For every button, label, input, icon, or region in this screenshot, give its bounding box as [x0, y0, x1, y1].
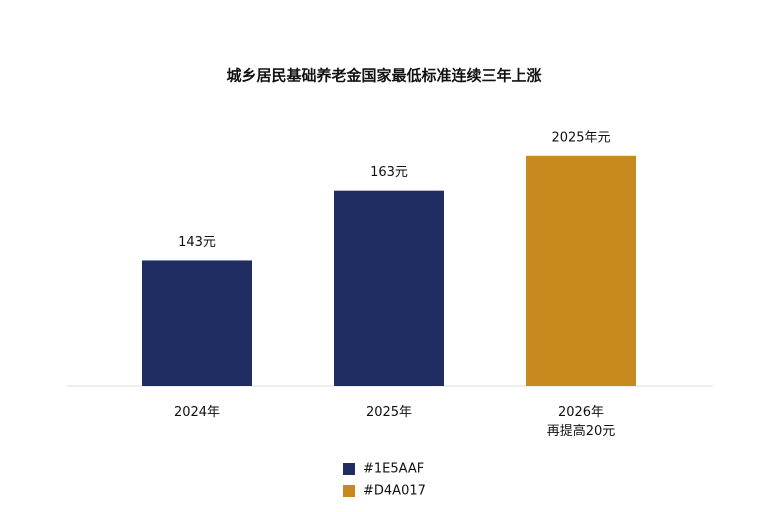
- legend-swatch: [343, 463, 355, 475]
- x-tick-line: 2024年: [174, 405, 220, 420]
- x-tick-line: 2026年: [558, 405, 604, 420]
- x-tick-line: 再提高20元: [547, 423, 616, 439]
- chart-title: 城乡居民基础养老金国家最低标准连续三年上涨: [226, 67, 541, 85]
- x-tick-label: 2026年再提高20元: [547, 405, 616, 439]
- x-tick-label: 2025年: [366, 405, 412, 420]
- data-label: 143元: [178, 235, 216, 250]
- legend-label: #1E5AAF: [363, 462, 424, 477]
- bar: [334, 190, 444, 386]
- bar: [142, 260, 252, 386]
- legend-swatch: [343, 485, 355, 497]
- data-label: 2025年元: [551, 130, 610, 145]
- x-tick-label: 2024年: [174, 405, 220, 420]
- data-label: 163元: [370, 165, 408, 180]
- bar: [526, 155, 636, 386]
- x-tick-line: 2025年: [366, 405, 412, 420]
- legend-label: #D4A017: [363, 484, 426, 499]
